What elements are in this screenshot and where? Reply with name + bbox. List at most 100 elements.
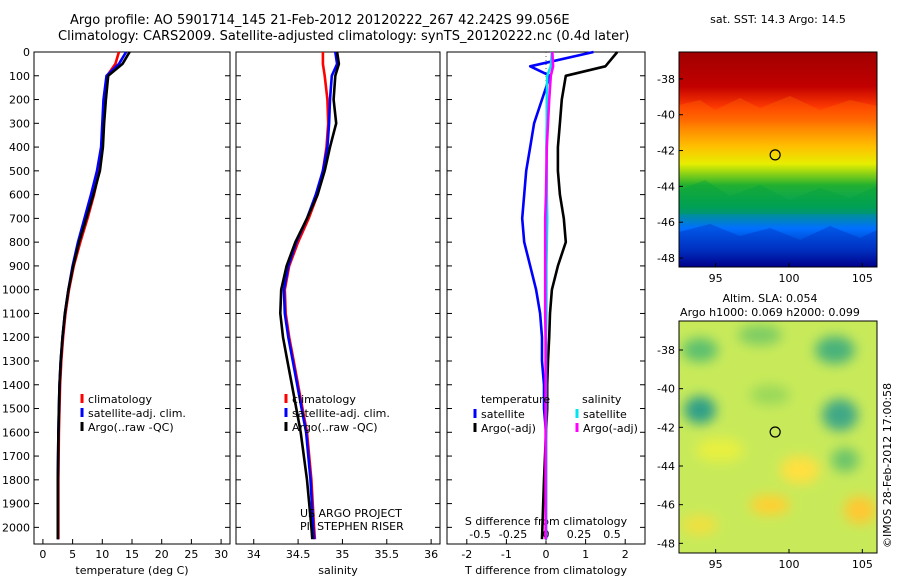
map-ytick-label: -42 <box>657 145 675 158</box>
legend-label: climatology <box>88 393 152 406</box>
series-line-temperature-2 <box>56 51 131 540</box>
legend-label: Argo(-adj) <box>583 422 638 435</box>
map-xtick-label: 105 <box>852 558 873 571</box>
legend-label: Argo(..raw -QC) <box>292 421 378 434</box>
legend-label: satellite <box>583 408 627 421</box>
ytick-label: 1900 <box>2 498 30 511</box>
series-line-salinity-1 <box>282 51 339 540</box>
ytick-label: 1600 <box>2 426 30 439</box>
map-ytick-label: -40 <box>657 109 675 122</box>
profile-title: Argo profile: AO 5901714_145 21-Feb-2012… <box>70 13 570 28</box>
sst-texture <box>679 96 877 250</box>
chart-layer: 0100200300400500600700800900100011001200… <box>2 13 894 577</box>
series-line-salinity-2 <box>278 51 341 540</box>
map-ytick-label: -42 <box>657 421 675 434</box>
climatology-subtitle: Climatology: CARS2009. Satellite-adjuste… <box>58 29 630 44</box>
float-position-marker <box>769 149 781 161</box>
legend-label: Argo(-adj) <box>481 422 536 435</box>
series-line-difference-1 <box>540 51 619 540</box>
map-ytick-label: -44 <box>657 460 675 473</box>
map-xtick-label: 95 <box>709 272 723 285</box>
xtick-label: 34.5 <box>286 548 311 561</box>
legend-label: satellite-adj. clim. <box>88 407 186 420</box>
ytick-label: 1300 <box>2 355 30 368</box>
sst-frame <box>678 51 878 268</box>
s-tick-label: -0.5 <box>469 528 490 541</box>
map-ytick-label: -38 <box>657 344 675 357</box>
x-axis-label: T difference from climatology <box>464 564 627 577</box>
xtick-label: 5 <box>69 548 76 561</box>
imos-credit: ©IMOS 28-Feb-2012 17:00:58 <box>881 383 894 548</box>
xtick-label: 15 <box>125 548 139 561</box>
ytick-label: 1100 <box>2 307 30 320</box>
legend-label: satellite-adj. clim. <box>292 407 390 420</box>
x-axis-label: temperature (deg C) <box>75 564 188 577</box>
xtick-label: -1 <box>501 548 512 561</box>
ytick-label: 600 <box>9 189 30 202</box>
xtick-label: 34 <box>247 548 261 561</box>
series-line-salinity-0 <box>283 52 330 540</box>
ytick-label: 400 <box>9 141 30 154</box>
xtick-label: 2 <box>622 548 629 561</box>
map-ytick-label: -38 <box>657 73 675 86</box>
xtick-label: -2 <box>461 548 472 561</box>
xtick-label: 25 <box>184 548 198 561</box>
ytick-label: 500 <box>9 165 30 178</box>
sla-map <box>678 320 878 554</box>
ytick-label: 1000 <box>2 284 30 297</box>
xtick-label: 10 <box>95 548 109 561</box>
project-annotation: PI: STEPHEN RISER <box>300 520 404 533</box>
ytick-label: 900 <box>9 260 30 273</box>
map-xtick-label: 100 <box>779 558 800 571</box>
xtick-label: 0 <box>543 548 550 561</box>
ytick-label: 800 <box>9 236 30 249</box>
ytick-label: 100 <box>9 70 30 83</box>
xtick-label: 36 <box>424 548 438 561</box>
legend-title-salinity: salinity <box>582 393 622 406</box>
series-line-difference-3 <box>543 51 555 540</box>
map-ytick-label: -40 <box>657 383 675 396</box>
xtick-label: 1 <box>582 548 589 561</box>
legend-label: Argo(..raw -QC) <box>88 421 174 434</box>
s-tick-label: 0.25 <box>567 528 592 541</box>
ytick-label: 1800 <box>2 474 30 487</box>
panel-frame-salinity <box>235 51 441 545</box>
map-ytick-label: -48 <box>657 537 675 550</box>
series-line-difference-0 <box>520 50 594 540</box>
legend-title-temperature: temperature <box>481 393 550 406</box>
sla-blobs <box>682 325 876 535</box>
map-ytick-label: -46 <box>657 216 675 229</box>
sla-map-subtitle: Argo h1000: 0.069 h2000: 0.099 <box>680 306 860 319</box>
ytick-label: 1500 <box>2 403 30 416</box>
map-xtick-label: 95 <box>709 558 723 571</box>
ytick-label: 300 <box>9 117 30 130</box>
sla-map-title: Altim. SLA: 0.054 <box>722 292 817 305</box>
ytick-label: 1700 <box>2 450 30 463</box>
float-position-marker <box>769 426 781 438</box>
panel-frame-temperature <box>33 51 231 545</box>
map-xtick-label: 100 <box>779 272 800 285</box>
ytick-label: 1200 <box>2 331 30 344</box>
s-tick-label: 0.5 <box>603 528 621 541</box>
ytick-label: 200 <box>9 94 30 107</box>
sst-map-title: sat. SST: 14.3 Argo: 14.5 <box>710 13 846 26</box>
map-ytick-label: -46 <box>657 499 675 512</box>
s-tick-label: -0.25 <box>499 528 527 541</box>
ytick-label: 1400 <box>2 379 30 392</box>
xtick-label: 35.5 <box>375 548 400 561</box>
map-xtick-label: 105 <box>852 272 873 285</box>
sla-frame <box>678 320 878 554</box>
map-ytick-label: -44 <box>657 180 675 193</box>
legend-label: satellite <box>481 408 525 421</box>
xtick-label: 30 <box>214 548 228 561</box>
ytick-label: 2000 <box>2 521 30 534</box>
xtick-label: 35 <box>335 548 349 561</box>
x-axis-label: salinity <box>318 564 358 577</box>
xtick-label: 0 <box>39 548 46 561</box>
ytick-label: 700 <box>9 212 30 225</box>
xtick-label: 20 <box>155 548 169 561</box>
project-annotation: US ARGO PROJECT <box>300 507 402 520</box>
ytick-label: 0 <box>23 46 30 59</box>
map-ytick-label: -48 <box>657 252 675 265</box>
